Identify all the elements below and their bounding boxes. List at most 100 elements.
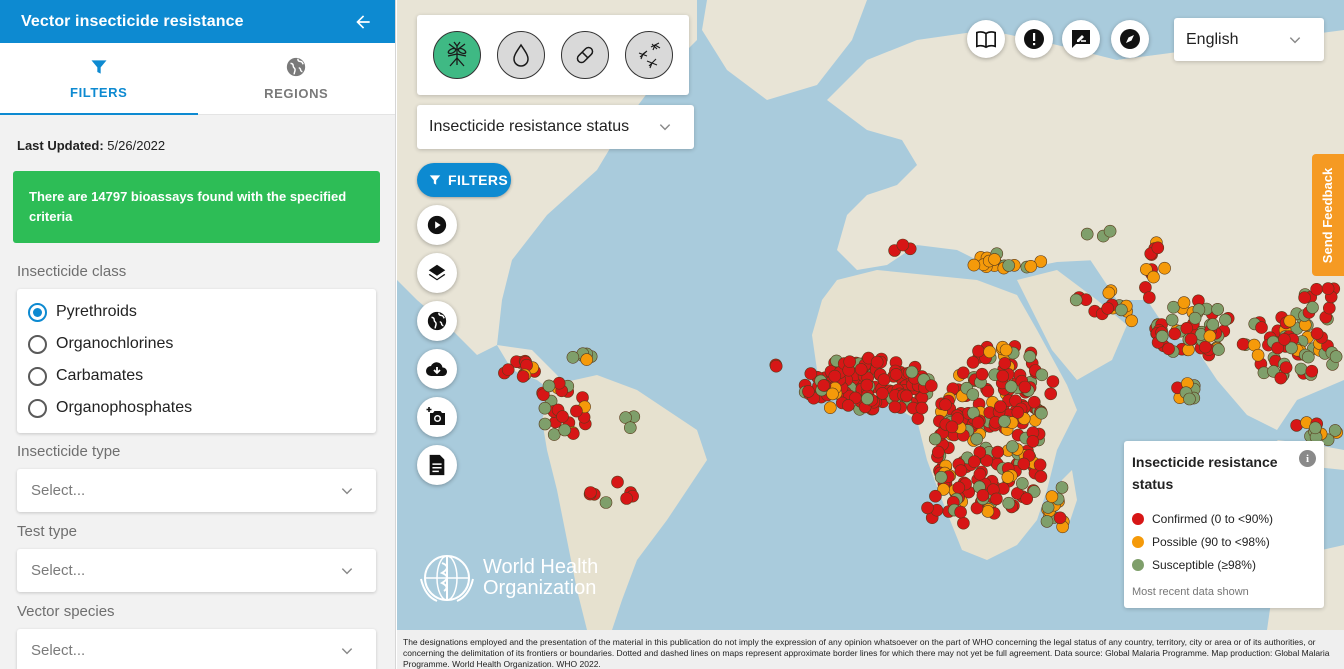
map-marker[interactable]: [1301, 350, 1315, 364]
map-marker[interactable]: [1274, 371, 1288, 385]
map-marker[interactable]: [999, 343, 1013, 357]
map-marker[interactable]: [804, 367, 818, 380]
map-marker[interactable]: [973, 467, 987, 481]
map-marker[interactable]: [1203, 329, 1217, 343]
map-marker[interactable]: [876, 387, 889, 400]
arrow-left-icon[interactable]: [353, 12, 373, 32]
test-type-select[interactable]: Select...: [17, 549, 376, 592]
map-marker[interactable]: [1236, 337, 1250, 351]
map-marker[interactable]: [911, 412, 925, 425]
map-marker[interactable]: [954, 464, 968, 478]
map-marker[interactable]: [976, 488, 990, 502]
report-button[interactable]: [417, 445, 457, 485]
screenshot-button[interactable]: [417, 397, 457, 437]
radio-button[interactable]: [28, 302, 47, 322]
map-marker[interactable]: [1011, 406, 1025, 419]
map-marker[interactable]: [542, 379, 556, 393]
map-marker[interactable]: [1271, 341, 1285, 355]
map-marker[interactable]: [1168, 327, 1182, 341]
map-marker[interactable]: [769, 359, 783, 373]
radio-option-organophosphates[interactable]: Organophosphates: [28, 392, 376, 424]
map-marker[interactable]: [624, 421, 637, 435]
map-marker[interactable]: [1034, 470, 1048, 483]
map-marker[interactable]: [861, 392, 874, 406]
map-marker[interactable]: [1180, 321, 1194, 335]
map-marker[interactable]: [1055, 481, 1069, 494]
map-marker[interactable]: [1045, 490, 1059, 503]
map-marker[interactable]: [570, 404, 583, 418]
theme-drop-button[interactable]: [497, 31, 545, 79]
map-marker[interactable]: [556, 410, 569, 423]
map-marker[interactable]: [889, 368, 903, 381]
map-marker[interactable]: [929, 489, 942, 503]
map-marker[interactable]: [954, 505, 967, 519]
map-marker[interactable]: [1184, 332, 1198, 346]
map-marker[interactable]: [928, 432, 942, 446]
feedback-button[interactable]: [1062, 20, 1100, 58]
map-marker[interactable]: [870, 355, 884, 369]
map-marker[interactable]: [988, 253, 1001, 266]
map-marker[interactable]: [945, 420, 959, 434]
map-marker[interactable]: [1142, 291, 1156, 304]
map-marker[interactable]: [1155, 329, 1169, 343]
map-marker[interactable]: [931, 445, 945, 459]
map-marker[interactable]: [599, 496, 613, 509]
map-marker[interactable]: [1305, 364, 1319, 378]
map-marker[interactable]: [1147, 270, 1160, 284]
map-marker[interactable]: [1251, 348, 1265, 362]
map-marker[interactable]: [966, 388, 980, 401]
map-marker[interactable]: [1125, 314, 1138, 328]
map-marker[interactable]: [1321, 282, 1335, 295]
language-select[interactable]: English: [1174, 18, 1324, 61]
map-marker[interactable]: [981, 505, 995, 518]
map-marker[interactable]: [1322, 301, 1336, 315]
map-marker[interactable]: [1020, 492, 1034, 506]
map-marker[interactable]: [1102, 286, 1116, 300]
map-marker[interactable]: [967, 258, 981, 272]
map-marker[interactable]: [1310, 282, 1323, 296]
map-marker[interactable]: [1044, 387, 1058, 401]
radio-option-organochlorines[interactable]: Organochlorines: [28, 328, 376, 360]
map-marker[interactable]: [1283, 314, 1297, 328]
map-marker[interactable]: [957, 516, 970, 530]
map-marker[interactable]: [1101, 302, 1115, 315]
theme-mosquito-button[interactable]: [433, 31, 481, 79]
map-marker[interactable]: [972, 344, 985, 358]
map-marker[interactable]: [1198, 340, 1212, 354]
map-marker[interactable]: [1018, 380, 1032, 394]
map-marker[interactable]: [998, 357, 1012, 370]
map-marker[interactable]: [1158, 261, 1171, 275]
filters-button[interactable]: FILTERS: [417, 163, 511, 197]
map-marker[interactable]: [1046, 375, 1060, 388]
insecticide-type-select[interactable]: Select...: [17, 469, 376, 512]
map-marker[interactable]: [975, 367, 989, 381]
map-marker[interactable]: [516, 370, 530, 383]
map-marker[interactable]: [1183, 392, 1196, 406]
map-marker[interactable]: [888, 400, 902, 414]
map-marker[interactable]: [1002, 496, 1016, 510]
map-marker[interactable]: [854, 363, 868, 376]
map-marker[interactable]: [1206, 318, 1220, 331]
map-marker[interactable]: [1151, 241, 1165, 255]
map-marker[interactable]: [983, 345, 996, 359]
map-marker[interactable]: [1165, 313, 1179, 327]
map-marker[interactable]: [611, 475, 624, 489]
map-marker[interactable]: [1006, 440, 1019, 453]
map-marker[interactable]: [826, 387, 839, 401]
map-marker[interactable]: [921, 501, 934, 515]
radio-option-pyrethroids[interactable]: Pyrethroids: [28, 296, 376, 328]
map-marker[interactable]: [1177, 296, 1191, 309]
map-marker[interactable]: [1279, 361, 1293, 374]
map-marker[interactable]: [905, 365, 919, 379]
map-marker[interactable]: [843, 355, 857, 369]
map-marker[interactable]: [828, 369, 842, 383]
map-marker[interactable]: [980, 454, 994, 467]
tab-regions[interactable]: REGIONS: [198, 43, 396, 114]
map-marker[interactable]: [1212, 343, 1225, 356]
map-marker[interactable]: [1167, 300, 1180, 314]
map-marker[interactable]: [538, 401, 552, 415]
map-marker[interactable]: [1277, 332, 1291, 346]
map-marker[interactable]: [1002, 259, 1016, 272]
download-button[interactable]: [417, 349, 457, 389]
map-marker[interactable]: [538, 417, 552, 431]
